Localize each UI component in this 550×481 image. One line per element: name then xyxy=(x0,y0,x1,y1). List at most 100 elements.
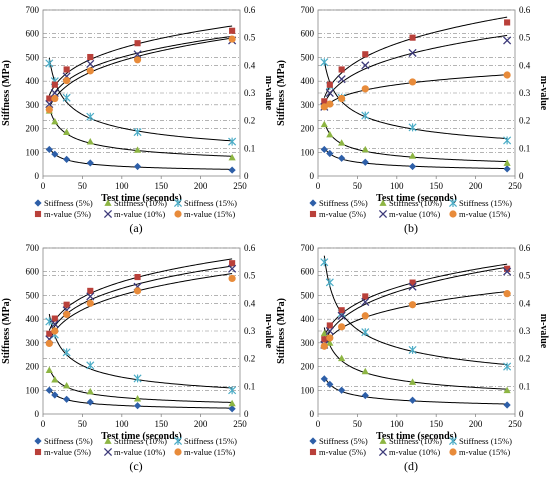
data-point xyxy=(409,279,416,286)
data-point xyxy=(133,56,142,64)
data-point xyxy=(503,36,512,45)
data-point xyxy=(504,19,511,26)
y2-axis-title: m-value xyxy=(538,76,549,111)
data-point xyxy=(45,339,53,348)
legend-marker xyxy=(448,198,458,208)
trendline xyxy=(48,313,233,389)
data-point xyxy=(326,339,334,346)
data-point xyxy=(51,117,59,125)
y2-tick-label: 0.2 xyxy=(519,116,530,126)
data-point xyxy=(63,155,71,163)
data-point xyxy=(86,67,94,75)
x-tick-label: 200 xyxy=(194,181,208,191)
legend-label: Stiffness (5%) xyxy=(319,198,368,208)
trendline xyxy=(323,16,508,98)
chart-panel-0: 010020030040050060070000.10.20.30.40.50.… xyxy=(1,5,274,235)
chart-panel-1: 010020030040050060070000.10.20.30.40.50.… xyxy=(276,5,549,235)
legend-marker xyxy=(103,447,113,457)
legend-marker xyxy=(104,437,112,444)
panel-label: (c) xyxy=(129,459,142,473)
data-point xyxy=(408,378,417,385)
data-point xyxy=(362,293,369,300)
x-axis-title: Test time (seconds) xyxy=(101,431,182,442)
x-tick-label: 250 xyxy=(508,419,522,429)
data-point xyxy=(338,94,346,103)
data-point xyxy=(86,112,95,121)
y2-tick-label: 0.4 xyxy=(519,298,531,308)
data-point xyxy=(228,399,236,407)
y-axis-title: Stiffness (MPa) xyxy=(1,60,12,126)
trendline xyxy=(48,258,233,331)
data-point xyxy=(503,165,511,173)
y-axis-title: Stiffness (MPa) xyxy=(1,298,12,364)
data-point xyxy=(338,139,346,146)
data-point xyxy=(326,380,334,388)
y2-tick-label: 0.3 xyxy=(519,88,531,98)
data-point xyxy=(408,48,417,57)
data-point xyxy=(45,59,54,68)
data-point xyxy=(134,40,141,47)
legend-label: m-value (15%) xyxy=(184,209,235,219)
data-point xyxy=(46,95,53,102)
data-point xyxy=(337,311,346,320)
data-point xyxy=(228,405,236,413)
data-point xyxy=(86,59,95,69)
y-tick-label: 500 xyxy=(301,52,315,62)
y2-axis-title: m-value xyxy=(538,314,549,349)
legend-marker xyxy=(173,198,183,208)
y-tick-label: 400 xyxy=(26,314,40,324)
legend-label: Stiffness (15%) xyxy=(184,198,237,208)
y2-tick-label: 0.3 xyxy=(519,326,531,336)
data-point xyxy=(133,402,142,410)
y2-axis-title: m-value xyxy=(263,314,274,349)
trendline xyxy=(48,57,233,142)
data-point xyxy=(228,137,237,146)
data-point xyxy=(86,299,94,307)
trendline xyxy=(323,74,508,109)
data-point xyxy=(45,366,53,374)
data-point xyxy=(503,386,511,394)
trendline xyxy=(323,327,508,390)
x-tick-label: 100 xyxy=(115,419,129,429)
data-point xyxy=(408,282,417,291)
y-tick-label: 700 xyxy=(26,5,40,15)
data-point xyxy=(326,100,334,108)
data-point xyxy=(133,50,142,59)
legend-marker xyxy=(104,199,112,206)
x-tick-label: 0 xyxy=(41,181,46,191)
x-tick-label: 0 xyxy=(316,419,321,429)
y-tick-label: 0 xyxy=(35,171,40,181)
data-point xyxy=(408,345,417,354)
data-point xyxy=(503,136,512,145)
y2-tick-label: 0 xyxy=(244,409,249,419)
y-axis-title: Stiffness (MPa) xyxy=(276,298,287,364)
y-tick-label: 500 xyxy=(26,290,40,300)
data-point xyxy=(503,401,511,409)
legend-label: Stiffness (10%) xyxy=(114,436,167,446)
data-point xyxy=(86,398,94,406)
legend-label: m-value (10%) xyxy=(389,447,440,457)
trendline xyxy=(48,35,233,102)
y-tick-label: 300 xyxy=(301,100,315,110)
data-point xyxy=(228,153,236,161)
trendline xyxy=(323,34,508,104)
y2-tick-label: 0.6 xyxy=(244,5,256,15)
y-tick-label: 0 xyxy=(35,409,40,419)
legend-label: Stiffness (5%) xyxy=(44,198,93,208)
data-point xyxy=(86,159,94,167)
trendline xyxy=(323,291,508,346)
y-tick-label: 400 xyxy=(301,76,315,86)
data-point xyxy=(408,301,417,309)
data-point xyxy=(408,152,417,159)
y-tick-label: 300 xyxy=(26,100,40,110)
legend-marker xyxy=(309,448,317,456)
y2-tick-label: 0 xyxy=(519,171,524,181)
legend-marker xyxy=(379,437,387,444)
trendline xyxy=(323,255,508,366)
data-point xyxy=(503,159,511,166)
y-tick-label: 400 xyxy=(301,314,315,324)
trendline xyxy=(323,121,508,163)
y2-axis-title: m-value xyxy=(263,76,274,111)
data-point xyxy=(134,273,141,281)
